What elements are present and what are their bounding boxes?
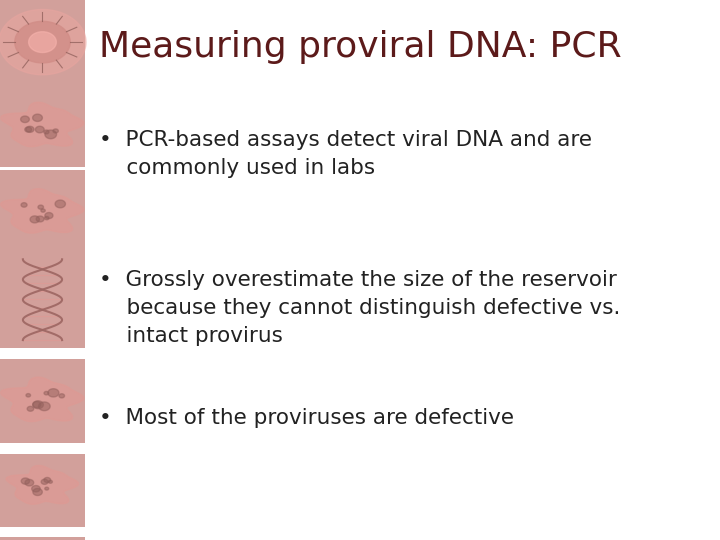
Polygon shape [21,202,27,207]
FancyBboxPatch shape [0,454,85,526]
Polygon shape [48,389,59,397]
Polygon shape [32,401,41,408]
Polygon shape [55,200,66,208]
Text: •  PCR-based assays detect viral DNA and are
    commonly used in labs: • PCR-based assays detect viral DNA and … [99,130,593,178]
Polygon shape [38,205,43,209]
Text: Measuring proviral DNA: PCR: Measuring proviral DNA: PCR [99,30,622,64]
Polygon shape [6,465,78,504]
Polygon shape [1,102,84,147]
Text: •  Grossly overestimate the size of the reservoir
    because they cannot distin: • Grossly overestimate the size of the r… [99,270,621,346]
Polygon shape [15,22,71,63]
Polygon shape [1,377,84,422]
Polygon shape [38,402,50,410]
Polygon shape [32,485,40,492]
Polygon shape [44,392,49,395]
Polygon shape [25,480,34,486]
Polygon shape [0,10,86,75]
Polygon shape [45,130,57,139]
Polygon shape [53,129,58,133]
FancyBboxPatch shape [0,254,85,348]
Polygon shape [59,394,65,398]
Polygon shape [44,477,50,483]
Polygon shape [33,401,43,409]
Polygon shape [44,130,49,134]
Polygon shape [48,480,53,483]
Polygon shape [27,406,34,411]
FancyBboxPatch shape [0,170,85,254]
Polygon shape [36,216,44,222]
Polygon shape [26,126,34,132]
FancyBboxPatch shape [0,359,85,443]
Polygon shape [24,127,32,132]
FancyBboxPatch shape [0,537,85,540]
Polygon shape [30,216,40,223]
Polygon shape [45,487,49,490]
Polygon shape [41,209,45,212]
Polygon shape [45,217,49,220]
FancyBboxPatch shape [0,0,85,84]
Polygon shape [35,126,44,133]
Polygon shape [1,188,84,233]
Polygon shape [21,116,30,123]
Polygon shape [26,394,30,397]
FancyBboxPatch shape [0,84,85,167]
Polygon shape [41,479,48,484]
Polygon shape [29,32,56,52]
Polygon shape [33,489,42,496]
Polygon shape [45,213,53,219]
Polygon shape [21,478,30,484]
Polygon shape [32,114,42,122]
Text: •  Most of the proviruses are defective: • Most of the proviruses are defective [99,408,514,428]
